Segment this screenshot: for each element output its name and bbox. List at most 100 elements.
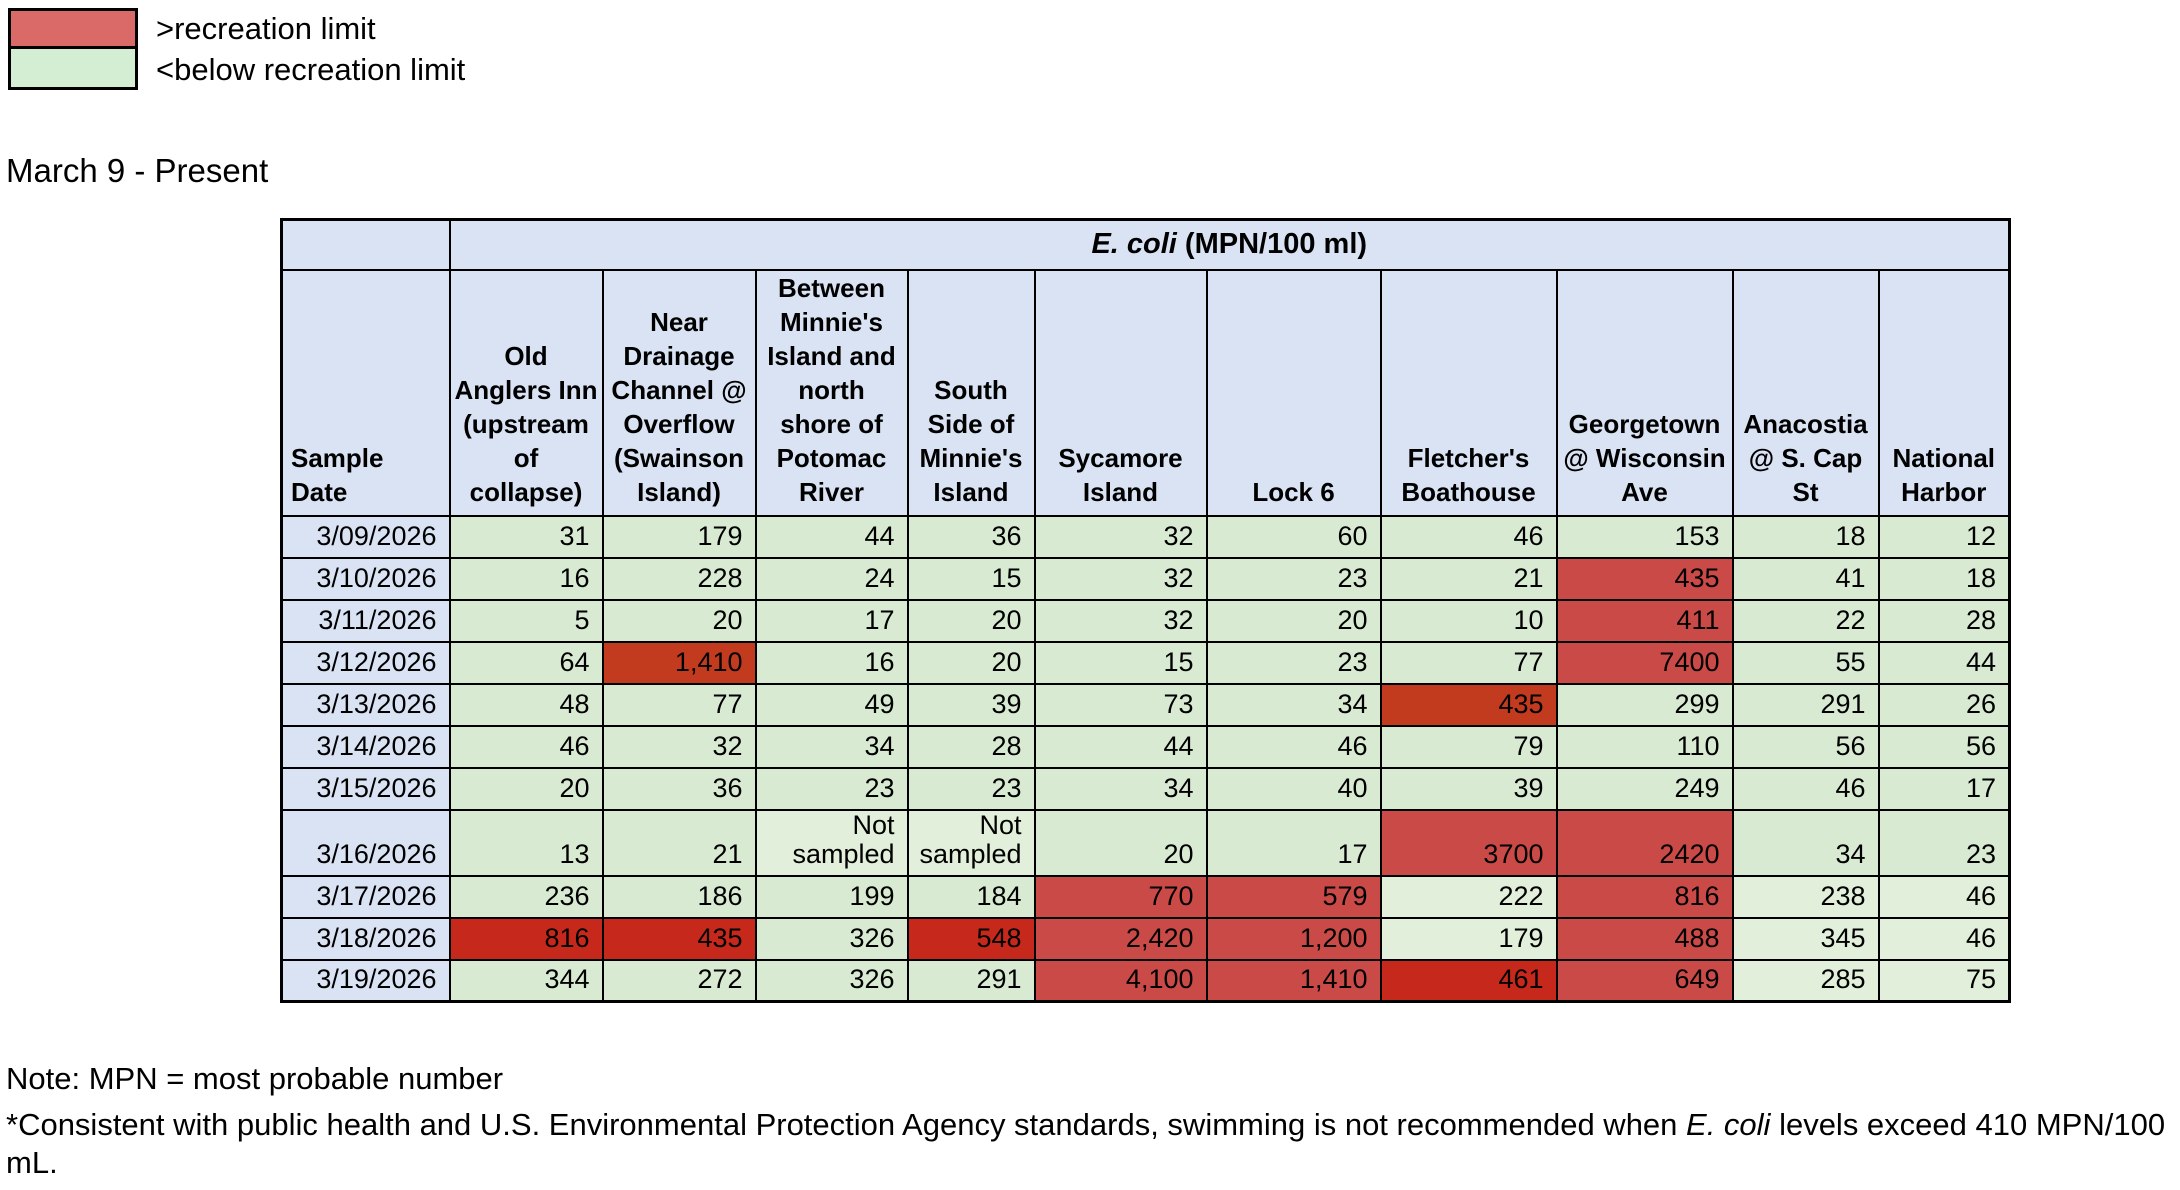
table-row: 3/15/2026 20 36 23 23 34 40 39 249 46 17 xyxy=(280,766,2011,811)
value-cell: 179 xyxy=(601,514,757,559)
value-cell: 46 xyxy=(1379,514,1558,559)
header-row-locations: Sample Date Old Anglers Inn (upstream of… xyxy=(280,268,2011,517)
row-date: 3/10/2026 xyxy=(280,556,451,601)
legend-label-above-limit: >recreation limit xyxy=(156,11,376,46)
value-cell: 44 xyxy=(1033,724,1208,769)
value-cell: 816 xyxy=(1555,874,1734,919)
column-header: Old Anglers Inn (upstream of collapse) xyxy=(448,268,604,517)
value-cell: 75 xyxy=(1877,958,2011,1003)
value-cell: 44 xyxy=(754,514,909,559)
value-cell: 79 xyxy=(1379,724,1558,769)
value-cell: 26 xyxy=(1877,682,2011,727)
value-cell: 7400 xyxy=(1555,640,1734,685)
note-mpn: Note: MPN = most probable number xyxy=(6,1061,504,1096)
value-cell: 34 xyxy=(754,724,909,769)
value-cell: 77 xyxy=(601,682,757,727)
value-cell: 236 xyxy=(448,874,604,919)
row-date: 3/09/2026 xyxy=(280,514,451,559)
ecoli-unit-rest: (MPN/100 ml) xyxy=(1176,228,1368,261)
value-cell: 48 xyxy=(448,682,604,727)
legend: >recreation limit <below recreation limi… xyxy=(8,8,465,90)
value-cell: 2,420 xyxy=(1033,916,1208,961)
value-cell: 153 xyxy=(1555,514,1734,559)
row-date: 3/14/2026 xyxy=(280,724,451,769)
value-cell: 23 xyxy=(754,766,909,811)
column-header: Sycamore Island xyxy=(1033,268,1208,517)
value-cell: 199 xyxy=(754,874,909,919)
value-cell: 461 xyxy=(1379,958,1558,1003)
row-date: 3/13/2026 xyxy=(280,682,451,727)
value-cell: 222 xyxy=(1379,874,1558,919)
value-cell: 46 xyxy=(1731,766,1880,811)
value-cell: 56 xyxy=(1731,724,1880,769)
value-cell: 579 xyxy=(1205,874,1382,919)
row-date: 3/11/2026 xyxy=(280,598,451,643)
value-cell: 60 xyxy=(1205,514,1382,559)
row-date: 3/12/2026 xyxy=(280,640,451,685)
value-cell: 291 xyxy=(906,958,1036,1003)
value-cell: 411 xyxy=(1555,598,1734,643)
table-row: 3/13/2026 48 77 49 39 73 34 435 299 291 26 xyxy=(280,682,2011,727)
value-cell: 28 xyxy=(906,724,1036,769)
value-cell: 272 xyxy=(601,958,757,1003)
legend-row-above-limit: >recreation limit xyxy=(8,8,465,49)
value-cell: 34 xyxy=(1731,808,1880,877)
value-cell: 15 xyxy=(1033,640,1208,685)
ecoli-unit-italic: E. coli xyxy=(1091,228,1177,261)
value-cell: 16 xyxy=(448,556,604,601)
value-cell: 23 xyxy=(1205,556,1382,601)
value-cell: 299 xyxy=(1555,682,1734,727)
table-body: 3/09/2026 31 179 44 36 32 60 46 153 18 12 3/10/2026… xyxy=(280,514,2011,1003)
value-cell: 17 xyxy=(1877,766,2011,811)
value-cell: 1,410 xyxy=(1205,958,1382,1003)
value-cell: 1,200 xyxy=(1205,916,1382,961)
value-cell: 46 xyxy=(1877,916,2011,961)
value-cell: 23 xyxy=(1205,640,1382,685)
value-cell: Not sampled xyxy=(906,808,1036,877)
value-cell: 184 xyxy=(906,874,1036,919)
value-cell: 10 xyxy=(1379,598,1558,643)
value-cell: 548 xyxy=(906,916,1036,961)
value-cell: 17 xyxy=(1205,808,1382,877)
value-cell: 770 xyxy=(1033,874,1208,919)
value-cell: 13 xyxy=(448,808,604,877)
value-cell: 186 xyxy=(601,874,757,919)
value-cell: 291 xyxy=(1731,682,1880,727)
corner-cell xyxy=(280,218,451,271)
value-cell: 32 xyxy=(1033,556,1208,601)
unit-header-row: E. coli (MPN/100 ml) xyxy=(280,218,2011,271)
value-cell: 2420 xyxy=(1555,808,1734,877)
value-cell: 110 xyxy=(1555,724,1734,769)
value-cell: 1,410 xyxy=(601,640,757,685)
value-cell: 46 xyxy=(448,724,604,769)
value-cell: 16 xyxy=(754,640,909,685)
value-cell: 39 xyxy=(906,682,1036,727)
value-cell: 73 xyxy=(1033,682,1208,727)
value-cell: 32 xyxy=(1033,598,1208,643)
column-header: South Side of Minnie's Island xyxy=(906,268,1036,517)
row-date: 3/19/2026 xyxy=(280,958,451,1003)
value-cell: 179 xyxy=(1379,916,1558,961)
column-header: Fletcher's Boathouse xyxy=(1379,268,1558,517)
value-cell: 64 xyxy=(448,640,604,685)
sample-date-header: Sample Date xyxy=(280,268,451,517)
value-cell: 20 xyxy=(906,598,1036,643)
value-cell: 21 xyxy=(601,808,757,877)
value-cell: 20 xyxy=(601,598,757,643)
table-row: 3/09/2026 31 179 44 36 32 60 46 153 18 12 xyxy=(280,514,2011,559)
legend-swatch-below-limit xyxy=(8,49,138,90)
value-cell: 326 xyxy=(754,916,909,961)
value-cell: 18 xyxy=(1731,514,1880,559)
value-cell: 46 xyxy=(1205,724,1382,769)
table-row: 3/17/2026 236 186 199 184 770 579 222 816 238 46 xyxy=(280,874,2011,919)
table-row: 3/10/2026 16 228 24 15 32 23 21 435 41 18 xyxy=(280,556,2011,601)
table-row: 3/18/2026 816 435 326 548 2,420 1,200 179 488 345… xyxy=(280,916,2011,961)
row-date: 3/16/2026 xyxy=(280,808,451,877)
value-cell: 31 xyxy=(448,514,604,559)
table-row: 3/16/2026 13 21 Not sampled Not sampled 20 17 3… xyxy=(280,808,2011,877)
value-cell: 40 xyxy=(1205,766,1382,811)
value-cell: 20 xyxy=(1205,598,1382,643)
table-row: 3/12/2026 64 1,410 16 20 15 23 77 7400 55 44 xyxy=(280,640,2011,685)
value-cell: 3700 xyxy=(1379,808,1558,877)
value-cell: 344 xyxy=(448,958,604,1003)
